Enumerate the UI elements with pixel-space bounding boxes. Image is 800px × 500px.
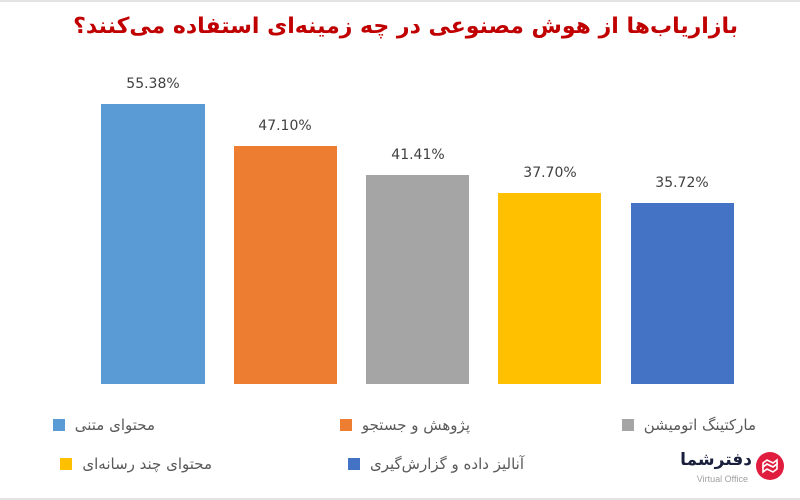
bar-value-label: 55.38% [126,76,180,92]
legend-swatch-orange [339,419,352,431]
bar-research-search [234,146,337,384]
bar-text-content [101,104,205,384]
legend-label: آنالیز داده و گزارش‌گیری [369,455,524,473]
legend-swatch-yellow [60,458,73,470]
bar-value-label: 41.41% [391,147,445,163]
plot-area: 55.38% 47.10% 41.41% 37.70% 35.72% [101,76,734,384]
legend-label: محتوای چند رسانه‌ای [82,455,212,473]
legend-item-research-search: پژوهش و جستجو [339,416,470,434]
logo-mark-icon [756,452,784,480]
legend-label: پژوهش و جستجو [361,416,470,434]
bar-value-label: 37.70% [523,165,577,181]
brand-logo: دفترشما Virtual Office [680,448,792,490]
legend-swatch-gray [621,419,634,431]
logo-subtitle: Virtual Office [696,474,748,484]
bar-multimedia-content [498,193,601,384]
legend-item-marketing-automation: مارکتینگ اتومیشن [621,416,756,434]
bar-value-label: 47.10% [258,118,312,134]
legend-item-multimedia-content: محتوای چند رسانه‌ای [60,455,212,473]
legend-item-text-content: محتوای متنی [52,416,155,434]
logo-name: دفترشما [680,450,752,470]
legend-swatch-blue [52,419,65,431]
legend-item-data-analysis-reporting: آنالیز داده و گزارش‌گیری [347,455,524,473]
bar-data-analysis-reporting [631,203,734,384]
bar-marketing-automation [366,175,469,384]
bar-value-label: 35.72% [655,175,709,191]
bottom-border [0,498,800,500]
legend-swatch-dark-blue [347,458,360,470]
legend-label: مارکتینگ اتومیشن [643,416,756,434]
legend-label: محتوای متنی [74,416,155,434]
top-border [0,0,800,2]
chart-title: بازاریاب‌ها از هوش مصنوعی در چه زمینه‌ای… [73,14,738,39]
